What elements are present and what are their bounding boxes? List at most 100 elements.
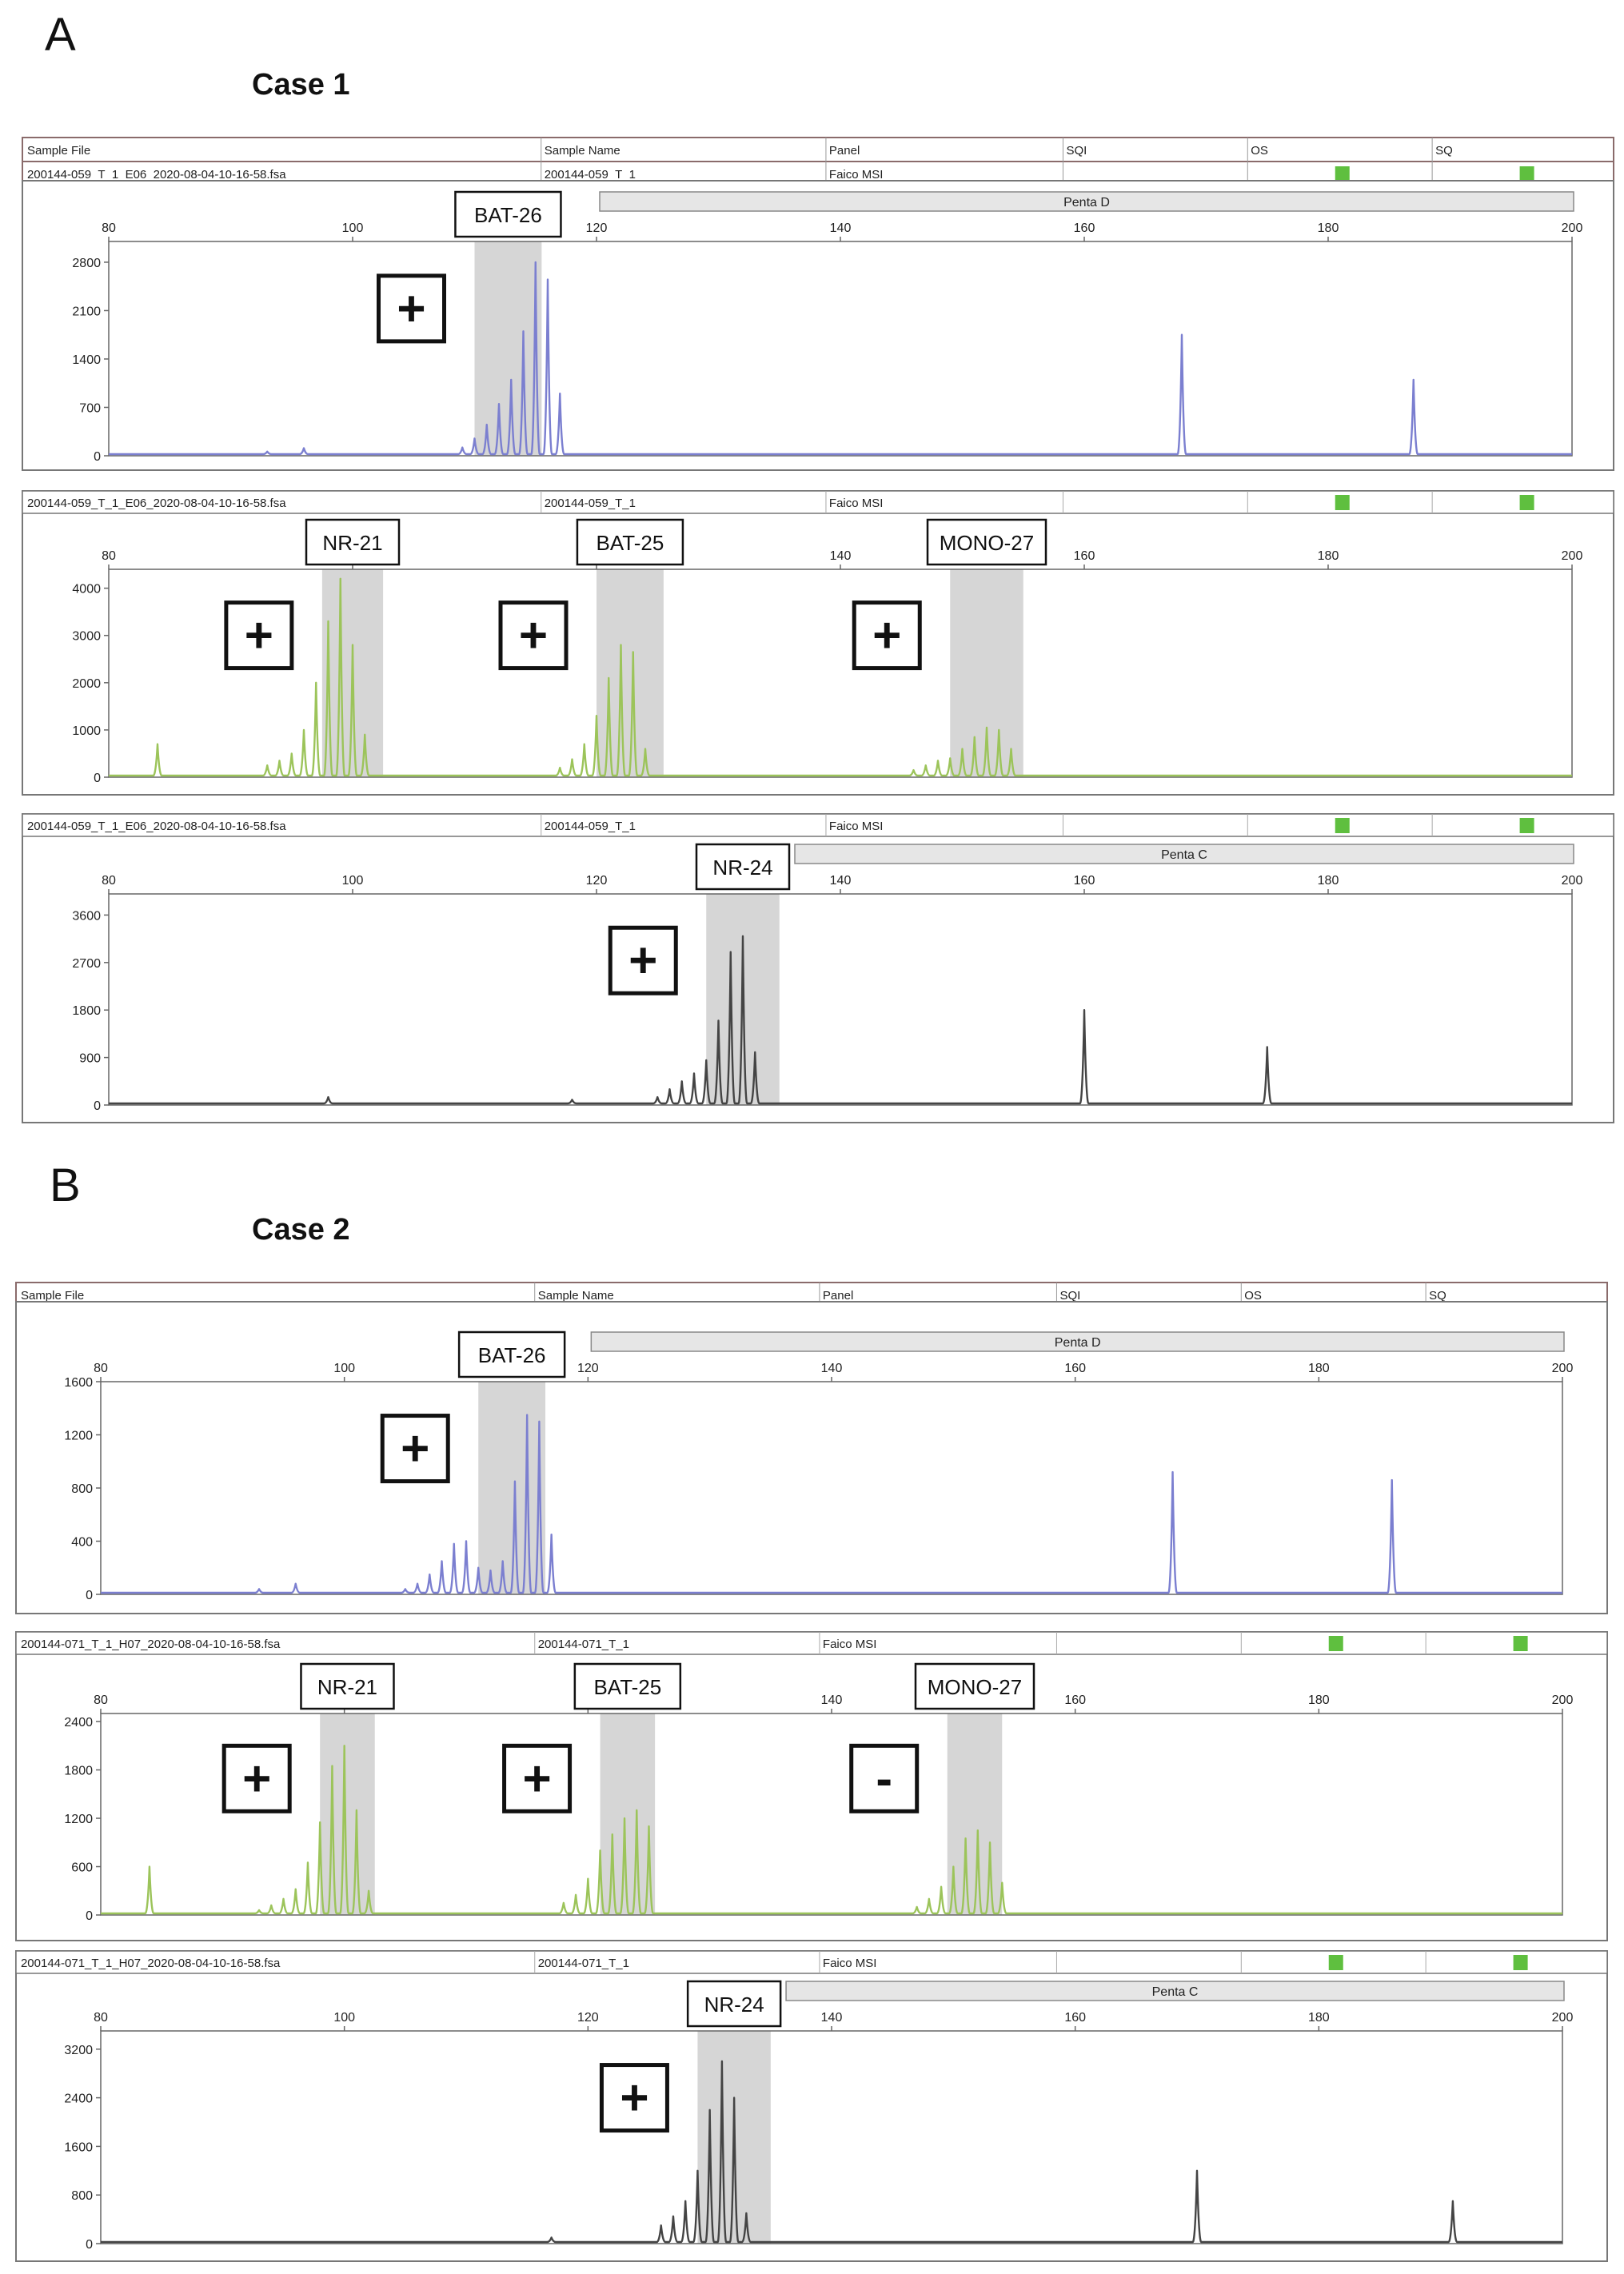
panel-value: Faico MSI (829, 820, 884, 833)
x-tick-label: 180 (1318, 221, 1339, 235)
channel-chart-3: 200144-059_T_1_E06_2020-08-04-10-16-58.f… (22, 813, 1614, 1123)
x-tick-label: 80 (102, 874, 116, 888)
marker-highlight (478, 1382, 546, 1594)
y-tick-label: 1200 (64, 1430, 93, 1443)
header-label-sample-name: Sample Name (545, 144, 620, 158)
channel-frame (15, 1301, 1608, 1614)
x-tick-label: 120 (586, 874, 608, 888)
allele-bin-bar (785, 1981, 1565, 2001)
y-tick-label: 1600 (64, 1376, 93, 1390)
y-tick-label: 2100 (72, 305, 101, 318)
x-tick-label: 80 (102, 549, 116, 563)
msi-result-sign: + (242, 1751, 271, 1806)
msi-result-sign: + (620, 2071, 648, 2126)
x-tick-label: 140 (830, 549, 852, 563)
msi-result-box (849, 1743, 920, 1813)
y-tick-label: 0 (86, 2238, 93, 2252)
y-tick-label: 900 (79, 1052, 101, 1066)
y-tick-label: 800 (71, 1482, 93, 1496)
header-label-sample-file: Sample File (27, 144, 90, 158)
y-tick-label: 2800 (72, 257, 101, 270)
x-tick-label: 120 (577, 1362, 599, 1375)
marker-label: MONO-27 (928, 1675, 1022, 1699)
y-tick-label: 0 (86, 1589, 93, 1602)
msi-result-box (377, 273, 446, 344)
sample-file-value: 200144-071_T_1_H07_2020-08-04-10-16-58.f… (21, 1638, 281, 1651)
sample-file-value: 200144-071_T_1_H07_2020-08-04-10-16-58.f… (21, 1957, 281, 1970)
msi-result-sign: + (245, 608, 273, 664)
quality-flag-indicator (1328, 1636, 1343, 1651)
header-table-a: Sample File Sample Name Panel SQI OS SQ 200144… (22, 137, 1614, 186)
allele-bin-bar (599, 191, 1574, 212)
y-tick-label: 2000 (72, 677, 101, 691)
x-tick-label: 180 (1318, 874, 1339, 888)
y-tick-label: 2400 (64, 2092, 93, 2106)
x-tick-label: 100 (333, 1362, 355, 1375)
x-tick-label: 160 (1074, 221, 1095, 235)
header-label-panel: Panel (829, 144, 860, 158)
msi-result-box (498, 600, 569, 671)
x-tick-label: 80 (94, 1694, 108, 1707)
x-tick-label: 180 (1318, 549, 1339, 563)
msi-result-box (224, 600, 294, 671)
msi-result-box (502, 1743, 573, 1813)
marker-label: MONO-27 (940, 531, 1034, 555)
x-tick-label: 180 (1308, 1694, 1330, 1707)
y-tick-label: 3600 (72, 909, 101, 923)
channel-frame (15, 1950, 1608, 2262)
marker-label: NR-24 (712, 856, 772, 880)
x-tick-label: 140 (821, 1694, 843, 1707)
x-tick-label: 160 (1064, 2011, 1086, 2025)
y-tick-label: 0 (94, 450, 101, 464)
marker-label-box (576, 518, 684, 566)
header-label-sq: SQ (1435, 144, 1453, 158)
sample-file-value: 200144-059_T_1_E06_2020-08-04-10-16-58.f… (27, 168, 286, 182)
quality-flag-indicator (1335, 495, 1350, 510)
y-tick-label: 1400 (72, 353, 101, 367)
marker-highlight (474, 241, 542, 456)
x-tick-label: 200 (1562, 874, 1583, 888)
y-tick-label: 4000 (72, 583, 101, 596)
y-tick-label: 2400 (64, 1716, 93, 1729)
x-tick-label: 180 (1308, 2011, 1330, 2025)
y-tick-label: 3000 (72, 630, 101, 644)
msi-result-sign: + (872, 608, 901, 664)
sample-name-value: 200144-071_T_1 (538, 1957, 629, 1970)
electropherogram-charts: Sample File Sample Name Panel SQI OS SQ 200144… (15, 137, 1614, 2262)
channel-frame (22, 813, 1614, 1123)
case-title-b: Case 2 (252, 1213, 350, 1247)
header-label-os: OS (1244, 1289, 1262, 1303)
channel-chart-6: 200144-071_T_1_H07_2020-08-04-10-16-58.f… (15, 1950, 1608, 2262)
y-tick-label: 1200 (64, 1813, 93, 1826)
y-tick-label: 700 (79, 401, 101, 415)
x-tick-label: 160 (1074, 549, 1095, 563)
marker-label-box (695, 843, 791, 891)
marker-label: NR-21 (317, 1675, 377, 1699)
sample-name-value: 200144-071_T_1 (538, 1638, 629, 1651)
x-tick-label: 120 (577, 2011, 599, 2025)
y-tick-label: 800 (71, 2189, 93, 2203)
marker-label: BAT-25 (597, 531, 664, 555)
panel-letter-b: B (50, 1159, 81, 1211)
panel-value: Faico MSI (823, 1638, 877, 1651)
marker-label: BAT-25 (593, 1675, 661, 1699)
signal-trace-blue (109, 261, 1572, 456)
sample-file-value: 200144-059_T_1_E06_2020-08-04-10-16-58.f… (27, 820, 286, 833)
panel-value: Faico MSI (823, 1957, 877, 1970)
marker-label-box (686, 1980, 782, 2028)
allele-bin-bar (590, 1331, 1565, 1352)
case-title-a: Case 1 (252, 68, 350, 102)
quality-flag-indicator (1519, 495, 1534, 510)
marker-label-box (305, 518, 401, 566)
x-tick-label: 200 (1552, 2011, 1574, 2025)
marker-label-box (457, 1330, 566, 1378)
msi-result-box (608, 925, 678, 995)
sample-name-value: 200144-059_T_1 (545, 497, 636, 510)
x-tick-label: 140 (830, 874, 852, 888)
panel-value: Faico MSI (829, 497, 884, 510)
marker-label: BAT-26 (474, 203, 542, 227)
marker-label: NR-21 (322, 531, 382, 555)
header-label-sqi: SQI (1066, 144, 1087, 158)
signal-trace-black (101, 2060, 1562, 2244)
x-tick-label: 140 (830, 221, 852, 235)
